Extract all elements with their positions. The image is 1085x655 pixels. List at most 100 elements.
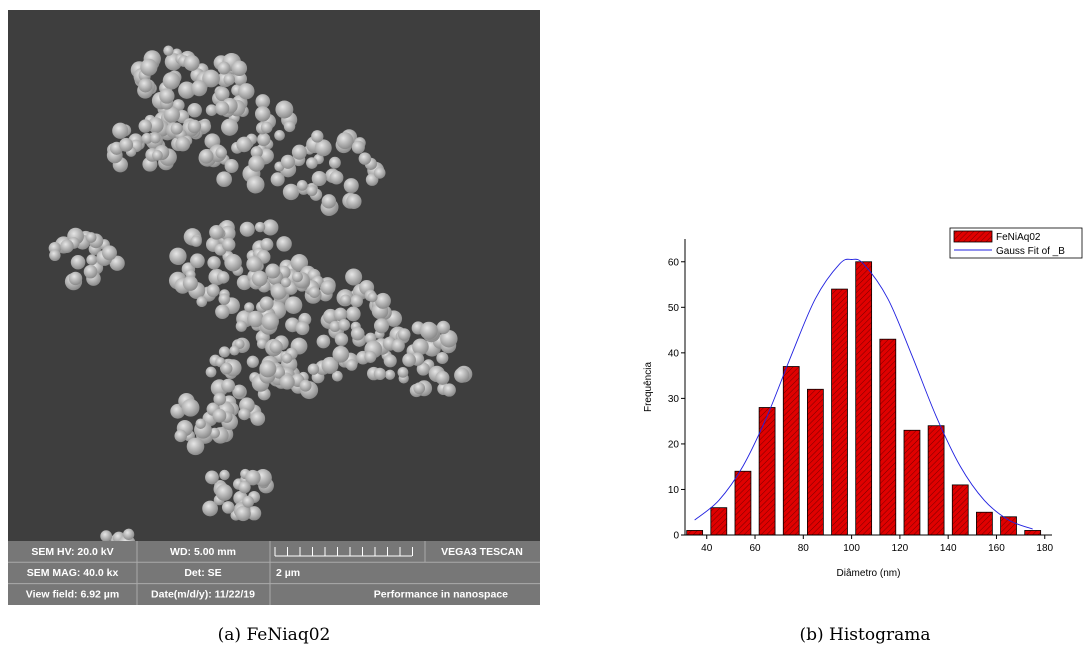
legend-swatch — [954, 231, 992, 242]
particle — [221, 363, 233, 375]
particle — [283, 184, 299, 200]
particle — [282, 353, 292, 363]
particle — [139, 119, 152, 132]
y-tick-label: 60 — [668, 257, 680, 268]
particle — [330, 171, 344, 185]
particle — [309, 286, 320, 297]
particle — [344, 178, 359, 193]
particle — [321, 280, 336, 295]
particle — [182, 399, 200, 417]
particle — [191, 80, 207, 96]
bar — [976, 512, 992, 535]
particle — [217, 271, 229, 283]
particle — [102, 245, 117, 260]
x-tick-label: 140 — [940, 543, 957, 554]
particle — [236, 321, 247, 332]
bar — [904, 430, 920, 535]
particle — [276, 236, 291, 251]
particle — [364, 351, 376, 363]
bar — [687, 530, 703, 535]
particle — [340, 294, 351, 305]
bar — [735, 471, 751, 535]
bar — [832, 289, 848, 535]
particle — [300, 380, 312, 392]
x-tick-label: 100 — [843, 543, 860, 554]
particle — [317, 335, 331, 349]
particle — [346, 194, 361, 209]
particle — [247, 311, 264, 328]
particle — [86, 232, 97, 243]
particle — [112, 123, 128, 139]
particle — [265, 264, 280, 279]
caption: (a) FeNiaq02 — [218, 625, 331, 645]
particle — [351, 327, 365, 341]
info-text: Det: SE — [184, 567, 221, 579]
particle — [260, 296, 274, 310]
x-tick-label: 120 — [892, 543, 909, 554]
particle — [199, 149, 214, 164]
bar — [711, 508, 727, 535]
particle — [350, 295, 363, 308]
particle — [437, 321, 450, 334]
particle — [150, 133, 161, 144]
particle — [152, 150, 163, 161]
particle — [261, 313, 279, 331]
y-tick-label: 10 — [668, 485, 680, 496]
particle — [252, 271, 268, 287]
info-text: SEM MAG: 40.0 kx — [27, 567, 119, 579]
particle — [209, 225, 224, 240]
y-tick-label: 20 — [668, 439, 680, 450]
y-tick-label: 0 — [673, 531, 679, 542]
particle — [284, 121, 295, 132]
particle — [215, 147, 227, 159]
bar — [880, 339, 896, 535]
particle — [218, 293, 230, 305]
particle — [391, 339, 404, 352]
particle — [246, 256, 262, 272]
particle — [443, 383, 456, 396]
particle — [100, 530, 112, 542]
particle — [248, 155, 264, 171]
particle — [281, 277, 291, 287]
particle — [187, 103, 202, 118]
particle — [238, 408, 250, 420]
particle — [206, 367, 217, 378]
particle — [292, 145, 307, 160]
particle — [259, 360, 276, 377]
particle — [332, 346, 349, 363]
particle — [207, 256, 220, 269]
particle — [454, 368, 469, 383]
particle — [138, 78, 152, 92]
info-text: 2 µm — [276, 567, 300, 579]
particle — [224, 254, 242, 272]
particle — [140, 59, 157, 76]
particle — [359, 152, 372, 165]
particle — [238, 83, 254, 99]
particle — [435, 371, 449, 385]
particle — [306, 157, 318, 169]
particle — [398, 367, 409, 378]
x-tick-label: 160 — [988, 543, 1005, 554]
particle — [188, 120, 201, 133]
figure: SEM HV: 20.0 kVWD: 5.00 mmVEGA3 TESCANSE… — [0, 0, 1085, 655]
x-tick-label: 60 — [749, 543, 761, 554]
particle — [69, 272, 82, 285]
particle — [308, 363, 319, 374]
particle — [196, 296, 207, 307]
particle — [275, 101, 293, 119]
particle — [191, 236, 202, 247]
particle — [224, 74, 235, 85]
particle — [296, 321, 310, 335]
particle — [281, 155, 295, 169]
particle — [269, 340, 282, 353]
particle — [216, 484, 233, 501]
bar — [759, 407, 775, 535]
particle — [255, 106, 270, 121]
particle — [312, 171, 327, 186]
particle — [183, 276, 198, 291]
particle — [174, 430, 187, 443]
particle — [190, 253, 205, 268]
particle — [257, 133, 270, 146]
particle — [337, 132, 354, 149]
